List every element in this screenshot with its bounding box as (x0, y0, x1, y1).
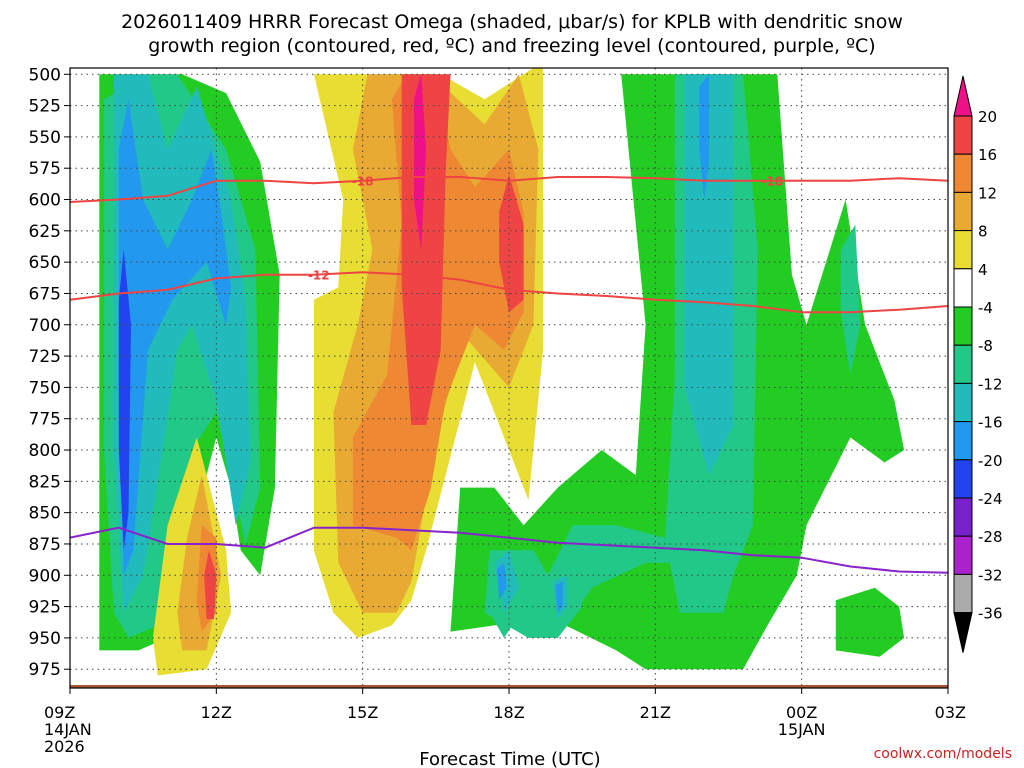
colorbar-swatch-1 (953, 115, 973, 155)
contour-line-1 (70, 271, 948, 314)
x-tick-label-18Z: 18Z (493, 703, 524, 722)
y-tick-label-925: 925 (29, 598, 61, 618)
colorbar-label-13: -36 (978, 605, 1003, 623)
colorbar-label-4: 4 (978, 261, 988, 279)
grid-lines (69, 68, 949, 688)
contour-label-1-0: -12 (308, 269, 330, 283)
omega-region-3 (118, 99, 231, 576)
y-tick-label-725: 725 (29, 347, 61, 367)
colorbar-label-6: -8 (978, 337, 993, 355)
colorbar-label-9: -20 (978, 452, 1003, 470)
colorbar-swatch-11 (953, 497, 973, 537)
y-tick-label-850: 850 (29, 504, 61, 524)
y-tick-label-800: 800 (29, 441, 61, 461)
y-tick-label-500: 500 (29, 65, 61, 85)
x-tick-label-21Z: 21Z (640, 703, 671, 722)
colorbar-swatch-6 (953, 306, 973, 346)
contour-line-2 (70, 526, 948, 574)
colorbar-swatch-2 (953, 153, 973, 193)
x-tick-label-15Z: 15Z (347, 703, 378, 722)
omega-region-17 (684, 74, 734, 476)
omega-region-8 (204, 550, 217, 620)
omega-region-23 (496, 562, 507, 601)
colorbar-swatch-10 (953, 459, 973, 499)
colorbar-swatch-8 (953, 382, 973, 423)
x-axis-label: Forecast Time (UTC) (419, 749, 600, 768)
y-tick-label-550: 550 (29, 128, 61, 148)
omega-region-14 (413, 74, 427, 250)
source-credit: coolwx.com/models (873, 746, 1012, 762)
y-tick-label-625: 625 (29, 222, 61, 242)
y-tick-label-750: 750 (29, 378, 61, 398)
omega-shading (70, 68, 948, 688)
contour-line-0 (70, 176, 948, 203)
y-tick-label-775: 775 (29, 410, 61, 430)
y-tick-label-975: 975 (29, 660, 61, 680)
x-tick-label-03Z: 03Z (935, 703, 966, 722)
y-tick-label-950: 950 (29, 629, 61, 649)
contour-label-0-0: -18 (352, 175, 374, 189)
colorbar-swatch-3 (953, 191, 973, 232)
contour-label-0-1: -18 (762, 175, 784, 189)
colorbar-label-2: 12 (978, 184, 997, 202)
colorbar-swatch-7 (953, 344, 973, 384)
colorbar-swatch-4 (953, 230, 973, 270)
y-tick-label-675: 675 (29, 284, 61, 304)
colorbar-bottom-arrow (953, 612, 973, 653)
colorbar: 20 16 12 8 4 -4 -8 -12 -16 -20 -24 -28 -32 -36 (953, 75, 1003, 653)
omega-region-26 (835, 587, 905, 657)
colorbar-label-3: 8 (978, 223, 988, 241)
x-tick-date-00Z: 15JAN (778, 720, 826, 739)
y-tick-label-700: 700 (29, 316, 61, 336)
y-tick-label-825: 825 (29, 472, 61, 492)
colorbar-label-12: -32 (978, 566, 1003, 584)
y-tick-label-900: 900 (29, 566, 61, 586)
colorbar-swatch-9 (953, 421, 973, 461)
colorbar-swatch-12 (953, 535, 973, 575)
y-tick-label-600: 600 (29, 191, 61, 211)
x-tick-label-00Z: 00Z (786, 703, 817, 722)
y-tick-label-875: 875 (29, 535, 61, 555)
omega-region-13 (499, 174, 524, 313)
omega-region-24 (555, 581, 563, 613)
chart-title-line2: growth region (contoured, red, ºC) and f… (148, 35, 876, 57)
y-axis: 500 525 550 575 600 625 650 675 700 725 750 775 800 8… (29, 65, 70, 680)
temperature-contours: -18 -18 -12 (70, 175, 948, 574)
y-tick-label-650: 650 (29, 253, 61, 273)
colorbar-label-10: -24 (978, 490, 1003, 508)
colorbar-label-7: -12 (978, 375, 1003, 393)
colorbar-swatch-5 (953, 268, 973, 308)
x-tick-label-12Z: 12Z (201, 703, 232, 722)
x-tick-label-09Z: 09Z (44, 703, 75, 722)
colorbar-label-11: -28 (978, 528, 1003, 546)
colorbar-top-arrow (953, 75, 973, 117)
terrain-strip (70, 685, 948, 688)
chart-title-line1: 2026011409 HRRR Forecast Omega (shaded, … (121, 11, 903, 33)
y-tick-label-525: 525 (29, 97, 61, 117)
x-tick-year-09Z: 2026 (44, 737, 85, 756)
colorbar-swatch-13 (953, 573, 973, 614)
omega-region-4 (118, 249, 131, 551)
colorbar-label-0: 20 (978, 108, 997, 126)
colorbar-label-1: 16 (978, 146, 997, 164)
colorbar-label-8: -16 (978, 414, 1003, 432)
omega-region-18 (699, 74, 709, 200)
x-tick-date-09Z: 14JAN (44, 720, 92, 739)
colorbar-label-5: -4 (978, 299, 993, 317)
y-tick-label-575: 575 (29, 159, 61, 179)
